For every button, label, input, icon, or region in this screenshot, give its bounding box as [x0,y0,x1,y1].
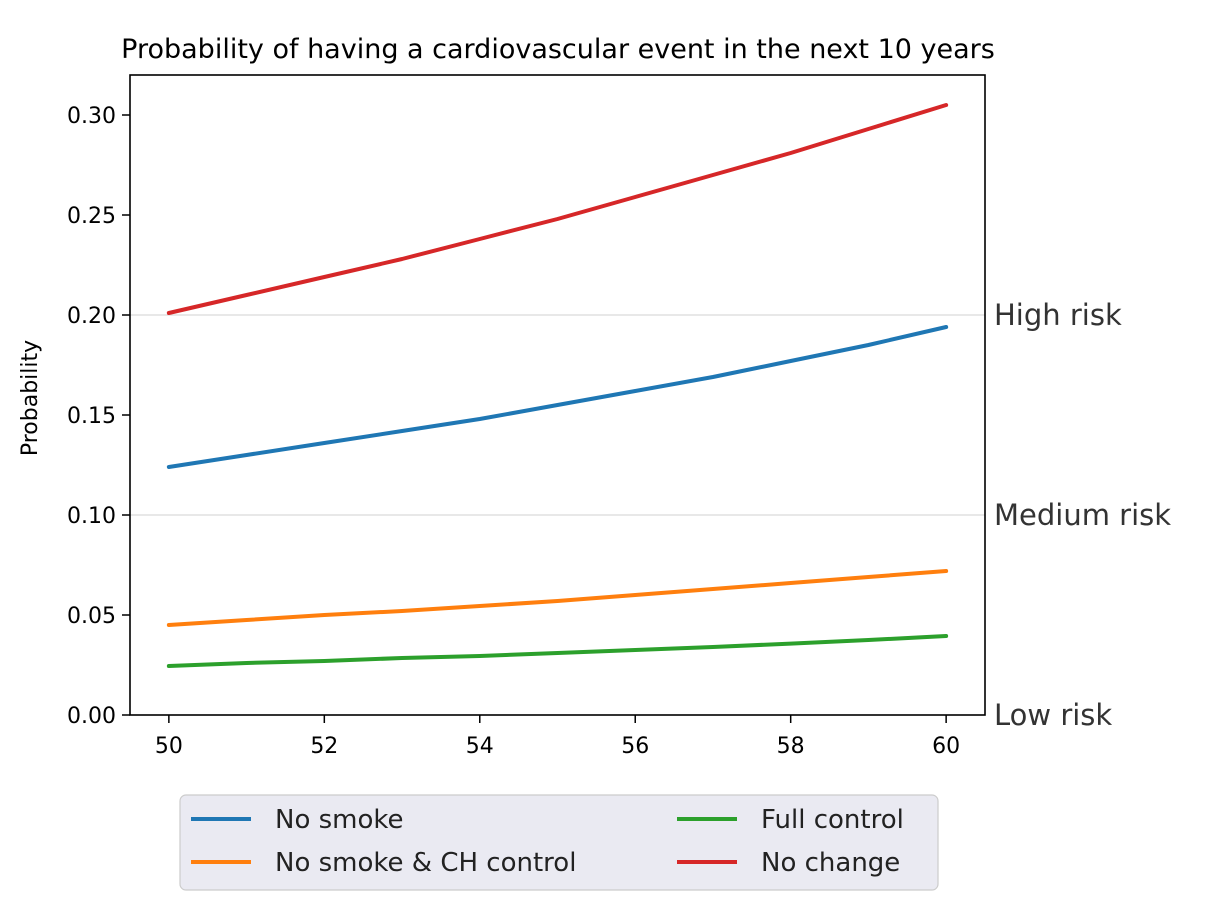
risk-label-medium-risk: Medium risk [994,498,1171,532]
x-tick-label: 54 [466,734,494,759]
series-line-no-smoke-ch-control [166,569,949,627]
legend-entry: Full control [761,805,904,835]
y-tick-label: 0.20 [67,304,116,329]
y-tick-label: 0.25 [67,204,116,229]
x-tick-label: 56 [621,734,649,759]
legend-entry: No smoke [275,805,404,835]
risk-label-high-risk: High risk [994,298,1122,332]
risk-label-low-risk: Low risk [994,698,1112,732]
chart-title: Probability of having a cardiovascular e… [121,34,995,65]
x-tick-label: 60 [932,734,960,759]
legend-entry: No smoke & CH control [275,848,576,878]
x-tick-label: 50 [155,734,183,759]
risk-gridlines [130,314,985,516]
legend-entry: No change [761,848,900,878]
series-lines [166,103,949,668]
series-line-no-smoke [166,325,949,469]
x-tick-label: 58 [777,734,805,759]
legend: No smoke No smoke & CH control Full contro… [179,794,939,891]
x-tick-label: 52 [310,734,338,759]
y-tick-label: 0.05 [67,604,116,629]
y-tick-label: 0.15 [67,404,116,429]
y-tick-label: 0.00 [67,704,116,729]
y-axis-ticks: 0.00 0.05 0.10 0.15 0.20 0.25 0.30 [67,104,130,729]
series-line-no-change [166,103,949,315]
y-tick-label: 0.10 [67,504,116,529]
legend-box [179,794,939,891]
y-tick-label: 0.30 [67,104,116,129]
x-axis-ticks: 50 52 54 56 58 60 [155,715,960,759]
risk-labels: High risk Medium risk Low risk [994,298,1171,732]
plot-frame [129,74,986,716]
y-axis-label: Probability [18,340,43,456]
series-line-full-control [166,634,949,668]
